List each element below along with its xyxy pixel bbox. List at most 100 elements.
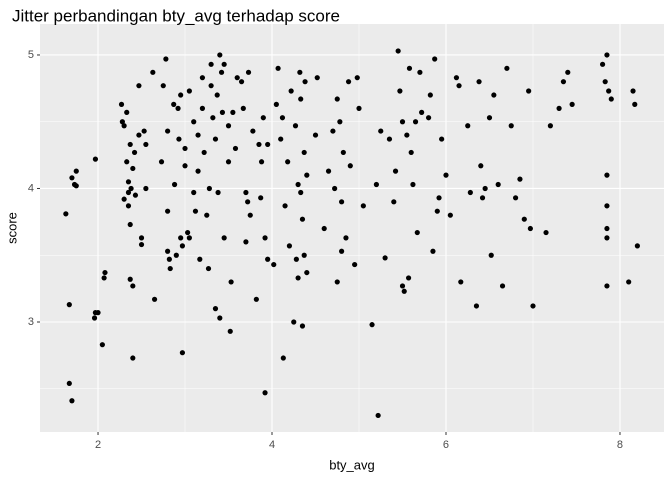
point [297,69,303,75]
point [158,159,165,165]
point [378,128,384,134]
point [66,380,72,387]
y-axis-label: score [4,212,19,244]
point [127,276,133,282]
point [225,123,232,129]
point [125,203,132,209]
point [414,229,420,236]
point [179,243,186,249]
point [182,163,188,169]
point [205,265,212,272]
point [604,172,610,178]
point [176,136,182,142]
point [178,92,184,98]
point [526,88,532,94]
point [195,168,201,174]
point [347,163,353,169]
point [195,132,201,138]
point [138,241,145,248]
point [458,279,464,285]
point [399,119,406,125]
y-tick-label: 3 [28,316,34,328]
point [243,239,249,245]
point [602,79,608,85]
point [178,235,184,241]
point [512,195,519,201]
point [262,390,268,396]
point [467,189,473,196]
point [299,216,306,222]
point [478,163,484,169]
point [212,306,219,312]
point [121,123,127,129]
point [163,56,169,62]
point [119,119,125,125]
point [288,88,294,94]
point [330,128,336,134]
point [604,235,610,241]
point [217,315,223,321]
point [430,248,436,254]
point [432,56,438,62]
point [171,101,177,107]
point [186,88,192,94]
point [298,96,304,102]
point [151,296,158,302]
y-tick-label: 4 [28,182,34,194]
x-tick-label: 2 [95,439,101,451]
point [204,212,210,218]
point [69,398,75,404]
point [66,302,72,308]
point [280,355,286,361]
point [495,181,501,188]
point [439,136,445,142]
points [63,48,640,419]
point [199,105,206,111]
point [95,310,101,316]
point [208,83,214,89]
point [73,168,79,174]
point [419,109,425,115]
point [165,208,171,214]
point [197,256,203,262]
point [521,216,527,222]
point [214,92,220,98]
point [228,279,234,285]
point [604,203,610,209]
point [186,235,192,241]
point [560,79,567,85]
point [334,96,340,102]
point [253,296,259,302]
point [221,235,227,241]
point [382,255,388,261]
point [395,48,401,54]
point [527,225,533,232]
point [482,185,488,192]
point [425,115,432,121]
point [345,79,352,85]
point [125,179,132,185]
point [271,261,277,268]
point [369,322,375,328]
point [337,119,343,125]
point [136,132,142,138]
point [599,61,606,67]
point [295,275,301,281]
x-tick-label: 4 [269,439,275,451]
point [91,315,98,321]
x-tick-label: 8 [617,439,623,451]
point [443,172,449,178]
point [260,115,266,121]
point [63,211,69,217]
x-axis-label: bty_avg [329,457,375,472]
point [282,203,288,209]
point [218,69,225,75]
point [206,185,212,192]
point [397,88,403,94]
point [356,105,362,111]
point [340,149,346,156]
point [626,279,632,285]
point [278,136,284,142]
point [436,195,442,201]
